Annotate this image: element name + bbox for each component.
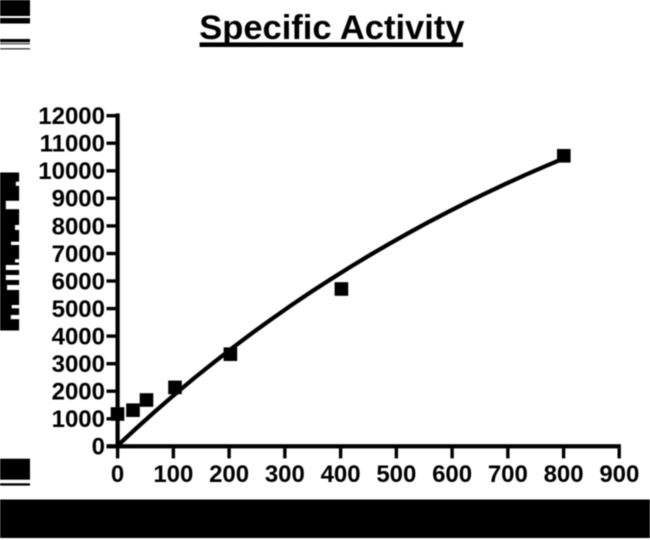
svg-text:7000: 7000 (52, 241, 105, 268)
svg-text:500: 500 (376, 461, 416, 488)
svg-text:1000: 1000 (52, 406, 105, 433)
svg-text:900: 900 (599, 461, 639, 488)
svg-text:600: 600 (432, 461, 472, 488)
svg-text:Specific Activity: Specific Activity (199, 9, 464, 47)
svg-text:11000: 11000 (40, 131, 105, 158)
svg-text:300: 300 (265, 461, 305, 488)
svg-text:5000: 5000 (52, 296, 105, 323)
svg-text:100: 100 (153, 461, 193, 488)
svg-text:0: 0 (111, 461, 124, 488)
svg-text:3000: 3000 (52, 351, 105, 378)
svg-text:2000: 2000 (52, 379, 105, 406)
svg-text:8000: 8000 (52, 213, 105, 240)
svg-text:400: 400 (321, 461, 361, 488)
svg-text:10000: 10000 (38, 158, 105, 185)
svg-text:9000: 9000 (52, 186, 105, 213)
svg-text:700: 700 (488, 461, 528, 488)
svg-text:800: 800 (544, 461, 584, 488)
svg-text:4000: 4000 (52, 324, 105, 351)
svg-text:200: 200 (209, 461, 249, 488)
svg-text:12000: 12000 (38, 103, 105, 130)
svg-text:0: 0 (92, 434, 105, 461)
svg-text:6000: 6000 (52, 268, 105, 295)
